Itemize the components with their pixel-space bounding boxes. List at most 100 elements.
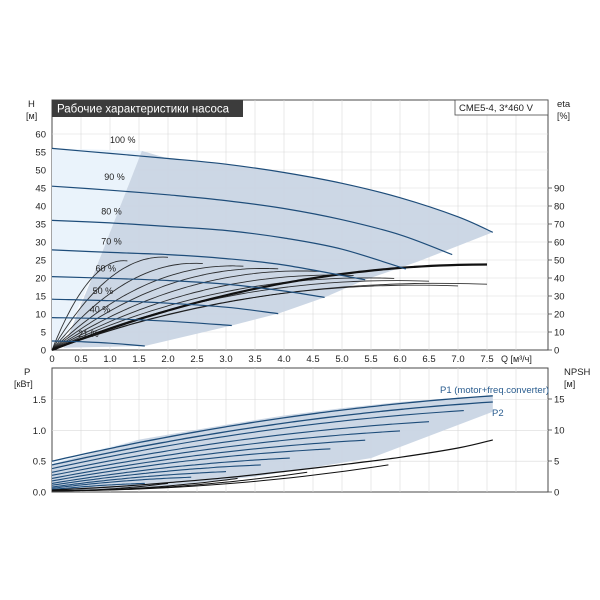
p-tick-label: 1.5 (33, 395, 46, 406)
power-curve (51, 421, 430, 473)
speed-label: 60 % (96, 264, 117, 274)
eta-curve (51, 260, 128, 351)
q-tick-label: 7.5 (480, 354, 493, 365)
speed-label: 80 % (101, 207, 122, 217)
lower-chart: 0.0 0.5 1.0 1.5 0 5 10 15 P [кВт] NPSH [м] P1 … (14, 367, 591, 499)
power-curve (51, 401, 493, 466)
head-curves (51, 147, 494, 347)
head-curve (51, 298, 279, 315)
h-tick-label: 25 (35, 256, 46, 267)
q-tick-label: 7.0 (451, 354, 464, 365)
power-curve (51, 464, 261, 486)
h-tick-label: 35 (35, 220, 46, 231)
speed-label: 21 % (78, 329, 99, 339)
head-curve (51, 317, 232, 327)
npsh-axis-label: NPSH (564, 367, 591, 378)
eta-curve (51, 282, 488, 351)
h-axis-ticks: 0 5 10 15 20 25 30 35 40 45 50 55 60 (35, 130, 46, 357)
q-tick-label: 2.0 (161, 354, 174, 365)
npsh-tick-label: 15 (554, 395, 565, 406)
p-tick-label: 1.0 (33, 426, 46, 437)
power-curve (51, 395, 493, 462)
q-tick-label: 0 (49, 354, 54, 365)
p-axis-label: P (24, 367, 30, 378)
eta-axis-label: eta (557, 99, 571, 110)
power-curve (51, 476, 192, 489)
q-tick-label: 2.5 (190, 354, 203, 365)
power-curve (51, 448, 331, 482)
h-axis-label: H (28, 99, 35, 110)
power-curve (51, 410, 464, 470)
h-tick-label: 45 (35, 184, 46, 195)
h-tick-label: 5 (41, 328, 46, 339)
power-curves (51, 395, 493, 492)
q-tick-label: 5.0 (335, 354, 348, 365)
title-background (52, 100, 243, 117)
head-curve (51, 219, 406, 270)
q-tick-label: 4.5 (306, 354, 319, 365)
h-tick-label: 60 (35, 130, 46, 141)
upper-chart: 100 % 90 % 80 % 70 % 60 % 50 % 40 % 21 % 0 5 10 15… (26, 99, 571, 365)
head-curve (51, 276, 325, 298)
eta-envelope-curve (51, 263, 488, 352)
npsh-axis-ticks: 0 5 10 15 (548, 395, 565, 499)
head-curve (51, 249, 366, 281)
eta-tick-label: 30 (554, 292, 565, 303)
power-region (52, 395, 493, 491)
q-tick-label: 4.0 (277, 354, 290, 365)
h-tick-label: 40 (35, 202, 46, 213)
eta-tick-label: 40 (554, 274, 565, 285)
eta-curve (51, 267, 279, 351)
npsh-tick-label: 5 (554, 457, 559, 468)
eta-tick-label: 80 (554, 202, 565, 213)
q-axis-ticks: 0 0.5 1.0 1.5 2.0 2.5 3.0 3.5 4.0 4.5 5.0 5.5 6.0 6.5… (49, 354, 493, 365)
p-axis-ticks: 0.0 0.5 1.0 1.5 (33, 395, 46, 499)
h-tick-label: 0 (41, 346, 46, 357)
h-tick-label: 50 (35, 166, 46, 177)
power-curve (51, 439, 366, 479)
model-label: CME5-4, 3*460 V (459, 103, 534, 114)
eta-curve (51, 270, 319, 351)
eta-curve (51, 262, 203, 351)
eta-curves (51, 256, 488, 352)
h-tick-label: 10 (35, 310, 46, 321)
power-curve (51, 471, 227, 488)
eta-tick-label: 10 (554, 328, 565, 339)
head-curve (51, 185, 453, 256)
head-curve (51, 147, 494, 233)
p-tick-label: 0.5 (33, 457, 46, 468)
q-tick-label: 3.0 (219, 354, 232, 365)
head-curve (51, 340, 145, 347)
q-tick-label: 3.5 (248, 354, 261, 365)
eta-tick-label: 20 (554, 310, 565, 321)
q-tick-label: 1.5 (132, 354, 145, 365)
eta-axis-unit: [%] (557, 111, 570, 121)
eta-curve (51, 274, 354, 351)
eta-tick-label: 60 (554, 238, 565, 249)
eta-tick-label: 50 (554, 256, 565, 267)
speed-label: 40 % (90, 305, 111, 315)
power-curve (51, 430, 401, 476)
npsh-axis-unit: [м] (564, 379, 575, 389)
h-axis-unit: [м] (26, 111, 37, 121)
q-tick-label: 1.0 (103, 354, 116, 365)
q-tick-label: 6.5 (422, 354, 435, 365)
speed-label: 70 % (101, 237, 122, 247)
h-tick-label: 55 (35, 148, 46, 159)
p2-curve-label: P2 (492, 408, 504, 419)
power-curve (51, 482, 145, 491)
speed-label: 90 % (104, 172, 125, 182)
eta-tick-label: 70 (554, 220, 565, 231)
npsh-curve (51, 439, 493, 491)
speed-labels: 100 % 90 % 80 % 70 % 60 % 50 % 40 % 21 % (78, 135, 135, 339)
operating-region (63, 150, 493, 348)
q-axis-label: Q [м³/ч] (501, 354, 532, 364)
eta-axis-ticks: 0 10 20 30 40 50 60 70 80 90 (548, 184, 565, 357)
npsh-tick-label: 0 (554, 488, 559, 499)
q-tick-label: 5.5 (364, 354, 377, 365)
p1-curve-label: P1 (motor+freq.converter) (440, 385, 549, 396)
h-tick-label: 15 (35, 292, 46, 303)
eta-curve (51, 277, 395, 351)
eta-curve (51, 265, 244, 351)
